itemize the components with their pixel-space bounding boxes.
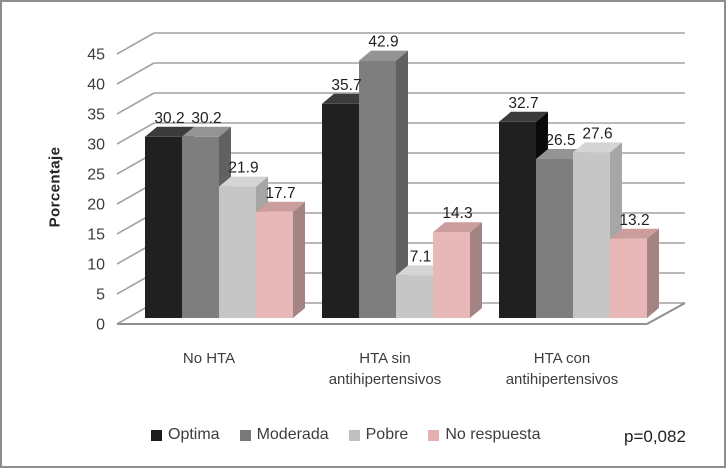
bar-moderada-cat0	[182, 136, 219, 318]
legend-item-no-respuesta: No respuesta	[428, 426, 541, 444]
y-tick-label: 25	[87, 167, 105, 184]
bar-optima-cat2	[499, 121, 536, 318]
legend-marker-no-respuesta	[428, 429, 440, 441]
bar-value-label: 7.1	[410, 248, 432, 265]
bar-pobre-cat1	[396, 275, 433, 318]
bar-optima-cat0	[145, 136, 182, 318]
bar-value-label: 26.5	[545, 132, 575, 149]
bar-side-face	[647, 228, 659, 318]
bar-value-label: 32.7	[508, 95, 538, 112]
bar-top-face	[145, 126, 194, 137]
legend-label: No respuesta	[445, 426, 541, 443]
y-tick-label: 45	[87, 47, 105, 64]
floor-depth-edge	[646, 302, 686, 325]
p-value-annotation: p=0,082	[624, 427, 686, 446]
y-axis-title: Porcentaje	[46, 146, 64, 228]
legend-label: Optima	[168, 426, 220, 443]
y-tick-label: 5	[96, 287, 105, 304]
bar-no-respuesta-cat0	[256, 211, 293, 318]
bar-top-face	[433, 222, 482, 233]
legend-item-moderada: Moderada	[239, 426, 329, 444]
legend-label: Pobre	[365, 426, 409, 443]
bar-top-face	[573, 142, 622, 153]
bar-pobre-cat2	[573, 152, 610, 318]
bar-top-face	[396, 265, 445, 276]
bar-no-respuesta-cat2	[610, 238, 647, 318]
bar-top-face	[359, 50, 408, 61]
bar-value-label: 35.7	[331, 77, 361, 94]
bar-no-respuesta-cat1	[433, 232, 470, 318]
y-tick-label: 30	[87, 137, 105, 154]
bar-value-label: 30.2	[191, 110, 221, 127]
bar-moderada-cat1	[359, 60, 396, 318]
y-tick-line	[116, 62, 155, 85]
bar-top-face	[536, 149, 585, 159]
y-tick-label: 10	[87, 257, 105, 274]
bar-top-face	[182, 126, 231, 137]
y-tick-label: 0	[96, 317, 105, 334]
bar-value-label: 30.2	[154, 110, 184, 127]
legend-marker-moderada	[239, 429, 251, 441]
bar-optima-cat1	[322, 103, 359, 318]
y-tick-label: 40	[87, 77, 105, 94]
y-tick-label: 20	[87, 197, 105, 214]
x-category-label-hta-sin: HTA sin antihipertensivos	[328, 350, 442, 388]
bar-value-label: 13.2	[619, 212, 649, 229]
legend-item-optima: Optima	[151, 426, 220, 444]
legend-label: Moderada	[256, 426, 329, 443]
x-category-label-hta-con: HTA con antihipertensivos	[505, 350, 619, 388]
y-tick-line	[116, 92, 155, 115]
bar-moderada-cat2	[536, 159, 573, 318]
bar-value-label: 14.3	[442, 205, 472, 222]
legend-marker-optima	[151, 429, 162, 441]
y-tick-label: 35	[87, 107, 105, 124]
bar-value-label: 42.9	[368, 34, 398, 51]
bar-top-face	[499, 111, 548, 122]
y-tick-line	[116, 122, 155, 145]
bar-top-face	[610, 228, 659, 239]
bar-side-face	[396, 50, 408, 318]
bar-pobre-cat0	[219, 186, 256, 318]
bar-value-label: 27.6	[582, 125, 612, 142]
bar-top-face	[322, 93, 371, 104]
bar-top-face	[219, 176, 268, 187]
bar-value-label: 17.7	[265, 185, 295, 202]
legend-item-pobre: Pobre	[348, 426, 409, 444]
y-tick-label: 15	[87, 227, 105, 244]
bar-side-face	[293, 201, 305, 318]
bar-value-label: 21.9	[228, 160, 258, 177]
bar-top-face	[256, 201, 305, 212]
x-category-label-no-hta: No HTA	[182, 350, 236, 367]
y-tick-line	[116, 32, 155, 55]
legend-marker-pobre	[348, 429, 360, 441]
chart-legend: Optima Moderada Pobre No respuesta	[151, 426, 541, 444]
bar-side-face	[470, 222, 482, 318]
